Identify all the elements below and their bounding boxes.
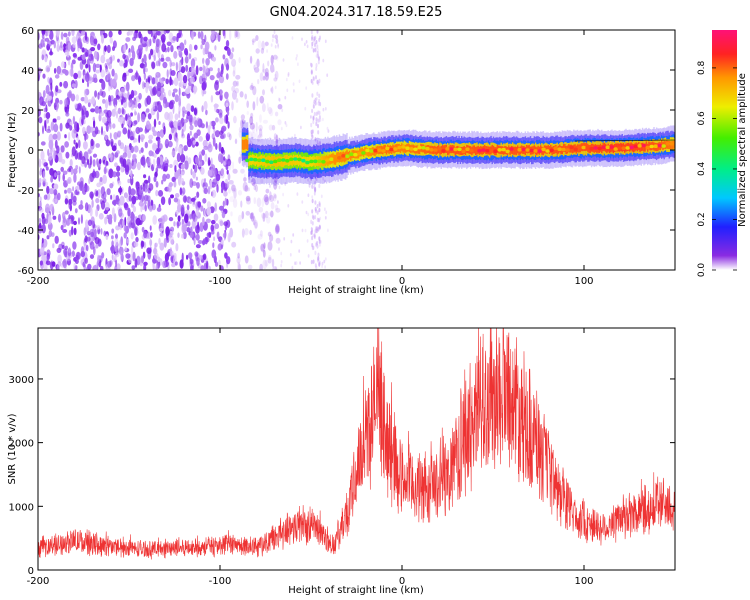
x-tick-label: 0 — [399, 276, 405, 287]
snr-series-line — [38, 328, 675, 560]
figure-title: GN04.2024.317.18.59.E25 — [270, 5, 443, 20]
snr-panel: 3000 2000 1000 0 -200 -100 0 100 Height of str… — [7, 327, 676, 596]
y-tick-label: 40 — [21, 66, 34, 77]
x-tick-label: 0 — [399, 576, 405, 587]
snr-y-axis: 3000 2000 1000 0 — [9, 375, 675, 577]
x-tick-label: 100 — [574, 276, 593, 287]
y-tick-label: 2000 — [9, 439, 34, 450]
y-tick-label: 60 — [21, 26, 34, 37]
y-tick-label: -40 — [18, 226, 34, 237]
colorbar-tick-label: 0.6 — [697, 111, 707, 126]
spectrogram-heat — [38, 30, 675, 270]
snr-y-axis-label: SNR (10 * v/v) — [7, 413, 18, 484]
colorbar: 0.8 0.6 0.4 0.2 0.0 Normalized spectral ampl… — [697, 30, 748, 277]
y-tick-label: 0 — [28, 566, 34, 577]
y-tick-label: -20 — [18, 186, 34, 197]
spectrogram-y-axis-label: Frequency (Hz) — [7, 112, 18, 188]
spectrogram-panel: 60 40 20 0 -20 -40 -60 -200 -100 0 100 Height of … — [7, 26, 676, 296]
snr-background — [38, 328, 675, 570]
x-tick-label: 100 — [574, 576, 593, 587]
y-tick-label: 20 — [21, 106, 34, 117]
colorbar-tick-label: 0.8 — [697, 60, 707, 75]
snr-x-axis: -200 -100 0 100 — [27, 328, 594, 587]
x-tick-label: -100 — [209, 276, 232, 287]
colorbar-ticks: 0.8 0.6 0.4 0.2 0.0 — [697, 60, 737, 277]
y-tick-label: -60 — [18, 266, 34, 277]
x-tick-label: -100 — [209, 576, 232, 587]
spectrogram-x-axis: -200 -100 0 100 — [27, 30, 594, 287]
y-tick-label: 0 — [28, 146, 34, 157]
colorbar-tick-label: 0.4 — [697, 161, 707, 176]
y-tick-label: 1000 — [9, 502, 34, 513]
colorbar-label: Normalized spectral amplitude — [737, 73, 748, 227]
colorbar-tick-label: 0.0 — [697, 263, 707, 278]
colorbar-tick-label: 0.2 — [697, 212, 707, 226]
spectrogram-y-axis: 60 40 20 0 -20 -40 -60 — [18, 26, 675, 277]
spectrogram-x-axis-label: Height of straight line (km) — [288, 285, 424, 296]
colorbar-gradient — [712, 30, 737, 270]
snr-x-axis-label: Height of straight line (km) — [288, 585, 424, 596]
y-tick-label: 3000 — [9, 375, 34, 386]
snr-frame — [37, 327, 676, 571]
x-tick-label: -200 — [27, 576, 50, 587]
x-tick-label: -200 — [27, 276, 50, 287]
